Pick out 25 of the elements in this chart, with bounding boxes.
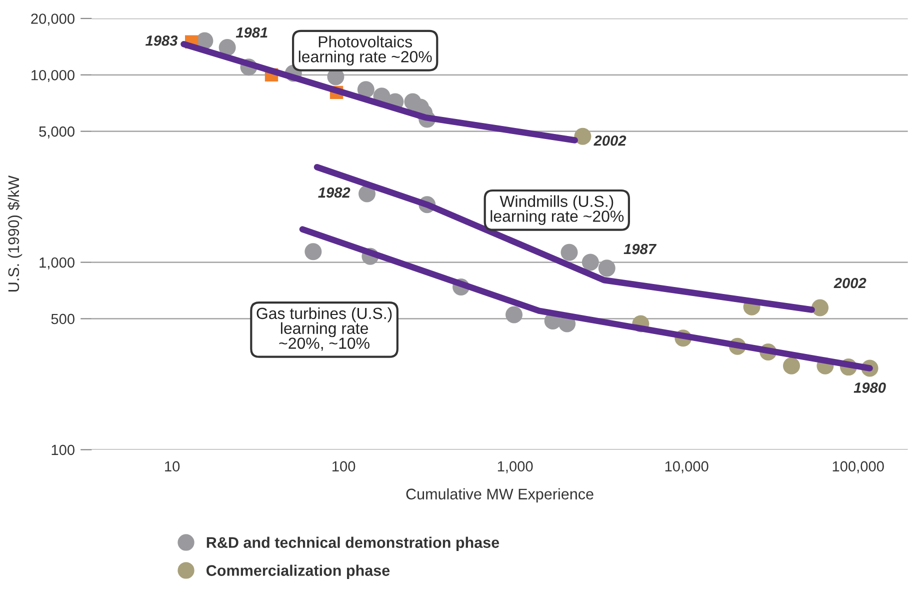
annotation: 2002 [834, 278, 866, 288]
y-tick-label: 10,000 [32, 70, 74, 82]
y-tick-label: 100 [52, 444, 74, 456]
annotation: 1983 [146, 35, 178, 46]
annotation: Gas turbines (U.S.) learning rate ~20%, ~10% [256, 307, 392, 351]
y-tick-label: 20,000 [31, 14, 74, 26]
annotation: 1982 [318, 187, 350, 198]
annotation: Windmills (U.S.) learning rate ~20% [490, 195, 624, 226]
x-tick-label: 1,000 [498, 461, 533, 474]
y-axis-title: U.S. (1990) $/kW [8, 176, 22, 292]
annotation: 2002 [594, 135, 626, 146]
x-tick-label: 10,000 [665, 461, 708, 474]
legend-label: R&D and technical demonstration phase [206, 536, 500, 551]
y-tick-label: 5,000 [39, 126, 74, 138]
annotation: 1980 [854, 382, 886, 393]
y-tick-label: 500 [51, 314, 74, 324]
y-tick-label: 1,000 [40, 257, 74, 270]
x-tick-label: 10 [165, 461, 180, 472]
annotation: 1987 [624, 244, 657, 254]
x-axis-title: Cumulative MW Experience [406, 488, 594, 503]
annotation: Photovoltaics learning rate ~20% [298, 36, 432, 66]
annotation: 1981 [236, 27, 268, 38]
legend-label: Commercialization phase [206, 564, 390, 579]
x-tick-label: 100 [332, 461, 356, 472]
x-tick-label: 100,000 [832, 461, 884, 474]
